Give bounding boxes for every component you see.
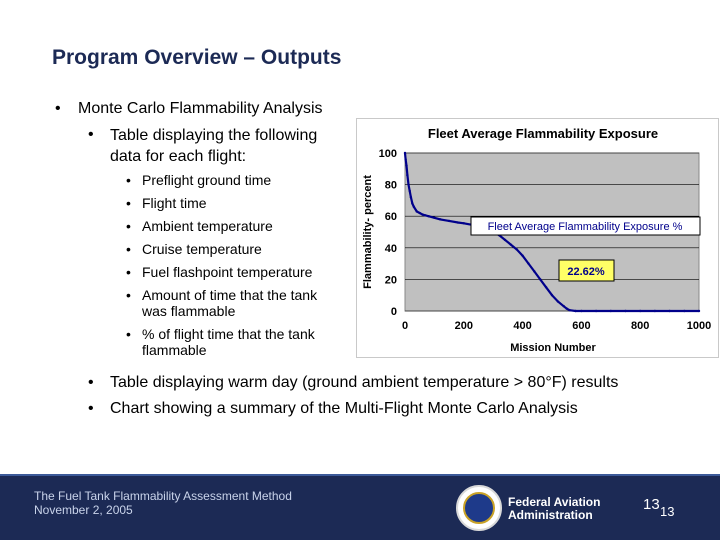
data-point [653, 309, 657, 313]
data-point [408, 189, 411, 193]
sub-bullet-list: • Preflight ground time • Flight time • Amb… [126, 172, 341, 358]
data-point [509, 243, 513, 246]
list-item: • Table displaying warm day (ground ambie… [88, 374, 619, 391]
data-point [594, 309, 598, 313]
seal-center [463, 492, 495, 524]
data-point [412, 205, 416, 208]
data-point [683, 309, 686, 313]
x-tick-label: 0 [402, 320, 408, 332]
list-item: • Amount of time that the tank was flamma… [126, 287, 318, 319]
bullet: • [88, 126, 94, 143]
footer-date: November 2, 2005 [34, 503, 133, 517]
chart-panel: Fleet Average Flammability Exposure 0 20 4… [356, 118, 719, 358]
page-number-secondary: 13 [660, 504, 675, 519]
y-tick-label: 60 [385, 211, 397, 223]
data-point [424, 214, 427, 217]
x-tick-label: 1000 [687, 320, 711, 332]
faa-seal-icon [456, 485, 502, 531]
data-point [580, 309, 583, 313]
y-tick-label: 0 [391, 306, 397, 318]
data-point [447, 219, 451, 223]
data-point [407, 183, 410, 186]
list-item: • Preflight ground time [126, 172, 272, 188]
list-item: • Ambient temperature [126, 218, 273, 234]
data-point [427, 215, 430, 218]
data-point [456, 221, 460, 224]
data-point [418, 211, 421, 215]
data-point [544, 286, 548, 289]
data-point [527, 262, 530, 265]
data-point [503, 238, 507, 242]
data-point [415, 210, 418, 213]
data-point [515, 248, 518, 251]
y-tick-label: 80 [385, 180, 397, 192]
data-point [568, 309, 571, 312]
data-point [639, 309, 642, 313]
annotation-box [470, 216, 701, 236]
footer-title: The Fuel Tank Flammability Assessment Me… [34, 489, 292, 503]
slide-title: Program Overview – Outputs [52, 46, 342, 69]
data-point [609, 309, 612, 313]
data-point [697, 309, 701, 313]
data-point [574, 309, 577, 313]
data-point [539, 278, 542, 281]
footer-divider [0, 474, 720, 476]
x-tick-label: 600 [572, 320, 590, 332]
data-point [411, 202, 414, 205]
x-tick-labels: 0 200 400 600 800 1000 [402, 320, 711, 332]
x-tick-label: 200 [455, 320, 473, 332]
data-point [421, 213, 424, 216]
y-axis-label: Flammability- percent [362, 175, 374, 289]
annotation-value-box [558, 259, 615, 282]
page-number: 13 [643, 496, 660, 513]
y-tick-labels: 0 20 40 60 80 100 [379, 148, 397, 318]
data-point [403, 151, 407, 155]
chart-title: Fleet Average Flammability Exposure [428, 126, 658, 141]
annotation-value: 22.62% [567, 266, 605, 278]
bullet: • [55, 100, 61, 117]
faa-name: Federal Aviation Administration [508, 496, 600, 522]
bottom-bullet-list: • Table displaying warm day (ground ambie… [88, 374, 618, 426]
y-tick-label: 20 [385, 274, 397, 286]
list-item: • Fuel flashpoint temperature [126, 264, 313, 280]
x-axis-label: Mission Number [510, 342, 596, 354]
data-point [533, 270, 536, 273]
bullet-monte-carlo: Monte Carlo Flammability Analysis [78, 100, 323, 117]
data-point [562, 305, 565, 308]
list-item: • Chart showing a summary of the Multi-Fl… [88, 400, 578, 417]
bullet-table-description: Table displaying the following data for … [110, 127, 318, 165]
data-point [433, 216, 436, 219]
data-point [406, 173, 409, 177]
x-tick-label: 400 [513, 320, 531, 332]
data-point [404, 158, 407, 161]
data-point [462, 222, 465, 225]
data-point [405, 164, 408, 167]
data-point [550, 294, 554, 297]
footer-caption: The Fuel Tank Flammability Assessment Me… [34, 489, 292, 517]
faa-line2: Administration [508, 508, 593, 522]
data-point [521, 254, 524, 257]
data-point [624, 309, 627, 313]
y-tick-label: 100 [379, 148, 397, 160]
flammability-chart: Fleet Average Flammability Exposure 0 20 4… [362, 126, 711, 354]
data-point [439, 218, 442, 221]
list-item: •% of flight time that the tank flammabl… [126, 326, 315, 358]
faa-line1: Federal Aviation [508, 495, 601, 509]
data-point [668, 309, 671, 313]
data-point [565, 307, 568, 310]
data-point [556, 300, 560, 303]
data-point [409, 196, 413, 199]
x-tick-label: 800 [631, 320, 649, 332]
footer-bar: The Fuel Tank Flammability Assessment Me… [0, 474, 720, 540]
list-item: • Cruise temperature [126, 241, 262, 257]
list-item: • Flight time [126, 195, 207, 211]
annotation-label: Fleet Average Flammability Exposure % [488, 221, 683, 233]
y-tick-label: 40 [385, 243, 397, 255]
